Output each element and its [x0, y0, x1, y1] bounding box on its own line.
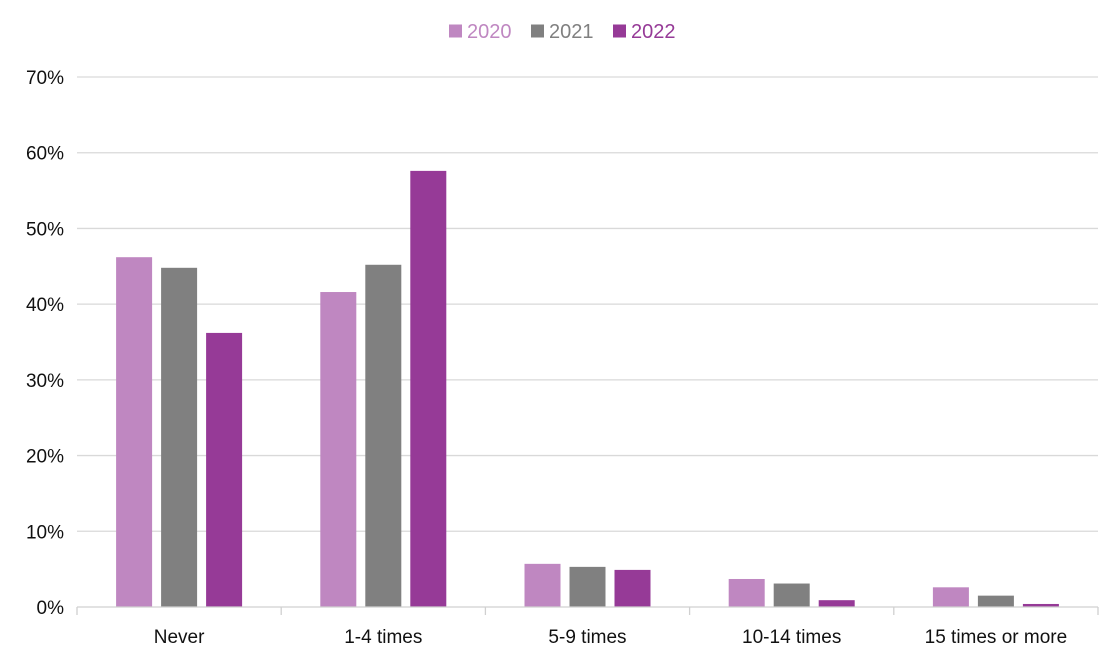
y-tick-label: 10% [26, 522, 64, 543]
bar-2021-4 [977, 595, 1014, 607]
bar-2022-3 [818, 600, 855, 607]
bar-2020-0 [116, 257, 153, 607]
legend-label-2021: 2021 [549, 21, 594, 43]
x-axis: Never 1-4 times 5-9 times 10-14 times 15 tim… [76, 606, 1099, 648]
y-axis: 0% 10% 20% 30% 40% 50% 60% 70% [26, 68, 64, 619]
y-tick-label: 0% [37, 598, 65, 619]
grid-lines [77, 76, 1098, 532]
legend: 2020 2021 2022 [449, 21, 676, 43]
bars [116, 170, 1059, 607]
bar-2021-3 [773, 583, 810, 607]
y-tick-label: 70% [26, 68, 64, 89]
bar-2022-1 [410, 170, 447, 607]
bar-2020-3 [728, 578, 765, 607]
bar-2021-2 [569, 566, 606, 607]
bar-2021-1 [365, 264, 402, 607]
legend-label-2020: 2020 [467, 21, 512, 43]
bar-2022-2 [614, 569, 651, 607]
bar-2022-4 [1022, 603, 1059, 607]
x-tick-label: 1-4 times [344, 627, 422, 648]
legend-swatch-2021 [531, 24, 544, 38]
y-tick-label: 40% [26, 295, 64, 316]
x-tick-label: Never [154, 627, 205, 648]
bar-2022-0 [206, 332, 243, 607]
y-tick-label: 20% [26, 447, 64, 468]
bar-2020-1 [320, 292, 357, 607]
legend-swatch-2020 [449, 24, 462, 38]
legend-swatch-2022 [613, 24, 626, 38]
bar-2021-0 [161, 267, 198, 607]
x-tick-label: 15 times or more [925, 627, 1068, 648]
bar-2020-4 [932, 587, 969, 607]
y-tick-label: 60% [26, 144, 64, 165]
x-tick-label: 10-14 times [742, 627, 841, 648]
y-tick-label: 50% [26, 219, 64, 240]
bar-2020-2 [524, 563, 561, 607]
y-tick-label: 30% [26, 371, 64, 392]
legend-label-2022: 2022 [631, 21, 676, 43]
x-tick-label: 5-9 times [548, 627, 626, 648]
